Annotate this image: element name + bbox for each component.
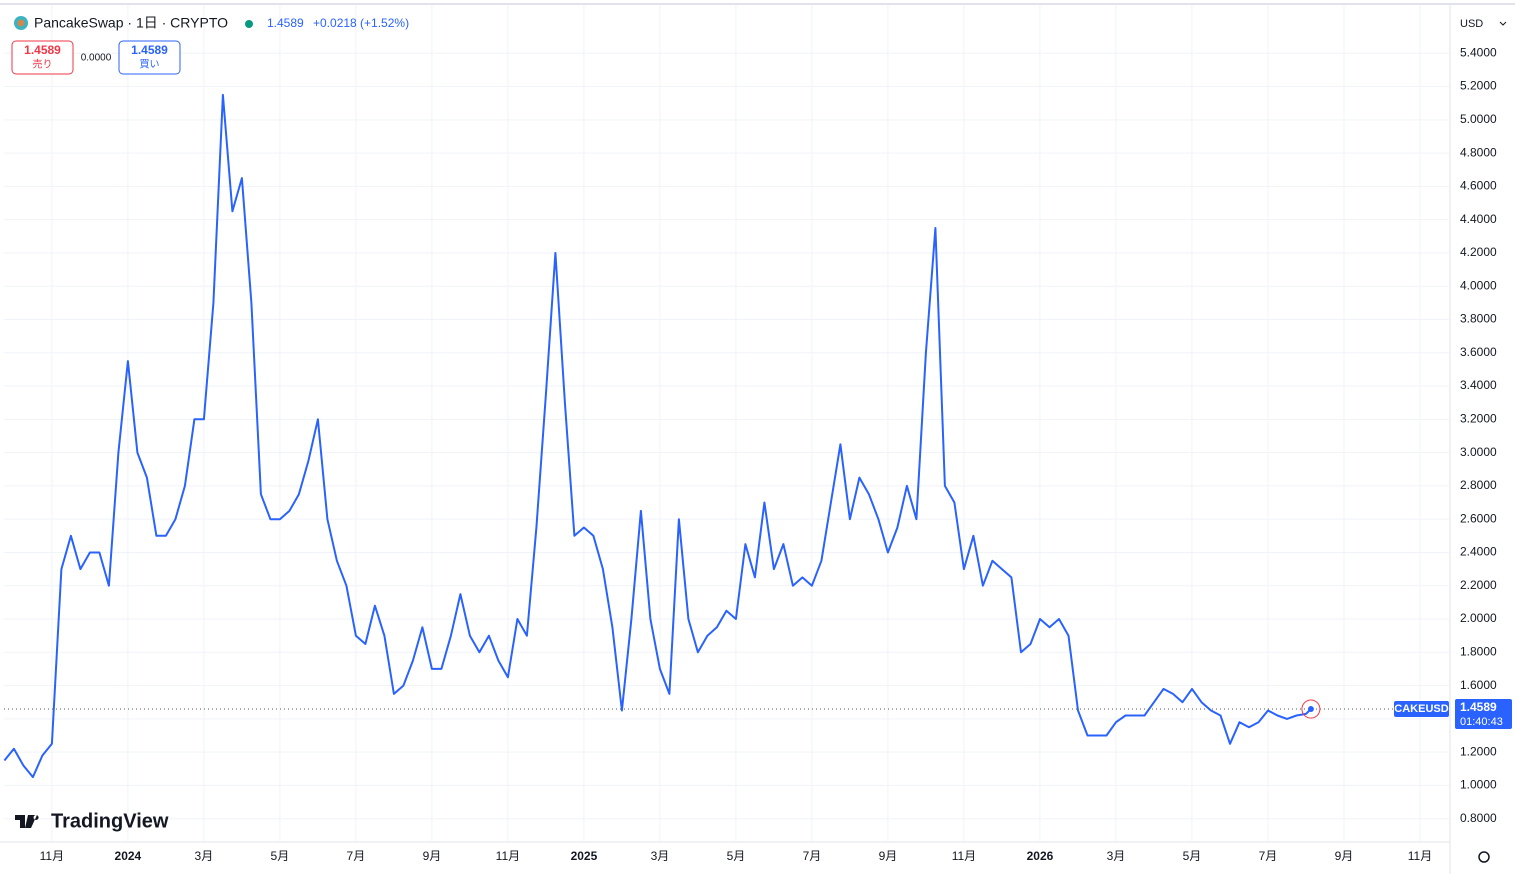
y-tick-label: 5.4000 bbox=[1460, 45, 1497, 59]
y-tick-label: 0.8000 bbox=[1460, 811, 1497, 825]
y-tick-label: 3.4000 bbox=[1460, 378, 1497, 392]
buy-label: 買い bbox=[140, 59, 160, 71]
x-tick-label: 11月 bbox=[496, 849, 520, 863]
price-change: +0.0218 (+1.52%) bbox=[313, 16, 409, 30]
x-tick-label: 7月 bbox=[803, 849, 822, 863]
x-tick-label: 2025 bbox=[571, 849, 598, 863]
y-tick-label: 3.6000 bbox=[1460, 345, 1497, 359]
price-label: 1.4589 bbox=[1460, 700, 1497, 714]
y-tick-label: 2.8000 bbox=[1460, 478, 1497, 492]
brand: TradingView bbox=[51, 810, 169, 832]
sell-price: 1.4589 bbox=[24, 43, 61, 57]
market-status bbox=[245, 20, 253, 28]
x-tick-label: 5月 bbox=[271, 849, 290, 863]
spread: 0.0000 bbox=[81, 53, 112, 64]
x-tick-label: 7月 bbox=[1259, 849, 1278, 863]
y-tick-label: 3.2000 bbox=[1460, 412, 1497, 426]
price-line bbox=[3, 93, 1312, 779]
x-tick-label: 11月 bbox=[1408, 849, 1432, 863]
logo: TradingView bbox=[15, 810, 169, 832]
last-point-ring bbox=[1301, 699, 1321, 719]
price-label-box bbox=[1455, 699, 1512, 730]
logo-mark bbox=[15, 815, 39, 828]
x-tick-label: 9月 bbox=[879, 849, 898, 863]
x-tick-label: 3月 bbox=[1107, 849, 1126, 863]
x-tick-label: 5月 bbox=[727, 849, 746, 863]
y-tick-label: 4.8000 bbox=[1460, 145, 1497, 159]
x-tick-label: 5月 bbox=[1183, 849, 1202, 863]
y-tick-label: 1.0000 bbox=[1460, 778, 1497, 792]
y-tick-label: 3.8000 bbox=[1460, 312, 1497, 326]
symbol-label-box bbox=[1394, 701, 1449, 718]
y-tick-label: 2.6000 bbox=[1460, 511, 1497, 525]
chart-title: PancakeSwap · 1日 · CRYPTO bbox=[34, 15, 228, 31]
x-tick-label: 11月 bbox=[40, 849, 64, 863]
y-tick-label: 4.4000 bbox=[1460, 212, 1497, 226]
y-tick-label: 4.6000 bbox=[1460, 179, 1497, 193]
y-tick-label: 3.0000 bbox=[1460, 445, 1497, 459]
buy-button[interactable] bbox=[118, 40, 181, 75]
grid bbox=[4, 5, 1450, 842]
y-tick-label: 1.8000 bbox=[1460, 644, 1497, 658]
symbol-label: CAKEUSD bbox=[1394, 703, 1448, 715]
x-tick-label: 3月 bbox=[651, 849, 670, 863]
sell-button[interactable] bbox=[11, 40, 74, 75]
dropdown-arrow bbox=[1499, 21, 1507, 26]
currency: USD bbox=[1460, 18, 1483, 30]
sell-label: 売り bbox=[33, 58, 53, 71]
countdown: 01:40:43 bbox=[1460, 716, 1503, 728]
y-tick-label: 2.2000 bbox=[1460, 578, 1497, 592]
last-point bbox=[1307, 706, 1314, 713]
y-tick-label: 4.0000 bbox=[1460, 278, 1497, 292]
y-tick-label: 1.2000 bbox=[1460, 744, 1497, 758]
y-tick-label: 5.0000 bbox=[1460, 112, 1497, 126]
y-tick-label: 2.0000 bbox=[1460, 611, 1497, 625]
x-tick-label: 11月 bbox=[952, 849, 976, 863]
plot bbox=[3, 93, 1450, 779]
last-price: 1.4589 bbox=[267, 16, 304, 30]
y-tick-label: 5.2000 bbox=[1460, 79, 1497, 93]
buy-price: 1.4589 bbox=[131, 43, 168, 57]
settings-icon[interactable] bbox=[1478, 851, 1490, 863]
y-tick-label: 2.4000 bbox=[1460, 545, 1497, 559]
symbol-icon-inner bbox=[17, 19, 25, 27]
x-tick-label: 7月 bbox=[347, 849, 366, 863]
x-tick-label: 2026 bbox=[1027, 849, 1054, 863]
x-tick-label: 3月 bbox=[195, 849, 214, 863]
x-tick-label: 2024 bbox=[115, 849, 142, 863]
x-tick-label: 9月 bbox=[1335, 849, 1354, 863]
y-tick-label: 4.2000 bbox=[1460, 245, 1497, 259]
currency-select[interactable] bbox=[1455, 12, 1512, 36]
y-tick-label: 1.6000 bbox=[1460, 678, 1497, 692]
x-tick-label: 9月 bbox=[423, 849, 442, 863]
